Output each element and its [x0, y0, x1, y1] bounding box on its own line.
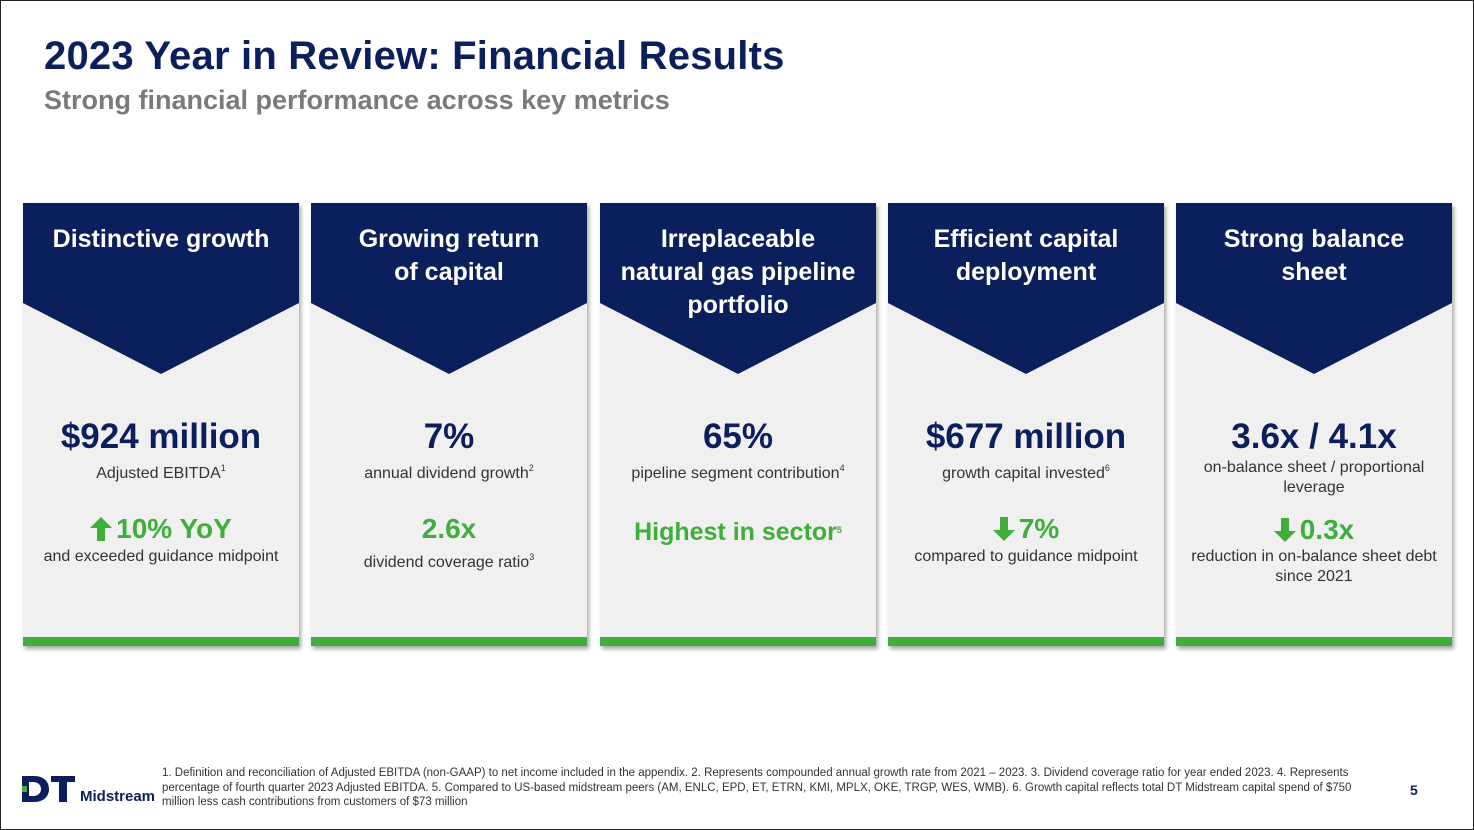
card-heading: Efficient capital deployment	[933, 225, 1119, 286]
card-caption-secondary: reduction in on-balance sheet debt since…	[1191, 548, 1437, 585]
card-caption-secondary: and exceeded guidance midpoint	[43, 548, 279, 565]
metric-card-distinctive-growth: Distinctive growth $924 million Adjusted…	[23, 203, 299, 646]
card-accent-bar	[888, 637, 1164, 646]
card-metric: $677 million	[925, 417, 1127, 456]
page-number: 5	[1410, 782, 1418, 798]
card-highlight: 7%	[888, 511, 1164, 547]
card-accent-bar	[1176, 637, 1452, 646]
card-caption-secondary: compared to guidance midpoint	[914, 548, 1138, 565]
card-highlight: 2.6x	[421, 513, 477, 544]
card-highlight: 10% YoY	[23, 511, 299, 547]
card-caption: annual dividend growth2	[364, 463, 534, 482]
metric-card-pipeline-portfolio: Irreplaceable natural gas pipeline portf…	[600, 203, 876, 646]
card-header-chevron	[1176, 203, 1452, 374]
company-logo: Midstream	[22, 774, 156, 806]
page-subtitle: Strong financial performance across key …	[44, 85, 670, 115]
metric-card-balance-sheet: Strong balance sheet 3.6x / 4.1x on-bala…	[1176, 203, 1452, 646]
card-caption: on-balance sheet / proportional leverage	[1203, 459, 1425, 496]
card-metric: 3.6x / 4.1x	[1231, 417, 1397, 456]
card-caption: pipeline segment contribution4	[631, 463, 845, 482]
arrow-up-icon	[90, 517, 113, 541]
card-header-chevron	[23, 203, 299, 374]
card-header-chevron	[888, 203, 1164, 374]
card-header-chevron	[600, 203, 876, 374]
metric-card-return-of-capital: Growing return of capital 7% annual divi…	[311, 203, 587, 646]
arrow-down-icon	[992, 517, 1015, 541]
card-accent-bar	[311, 637, 587, 646]
card-accent-bar	[23, 637, 299, 646]
dt-logo-mark	[22, 776, 75, 802]
card-highlight: 0.3x	[1176, 512, 1452, 548]
logo-wordmark: Midstream	[80, 788, 156, 805]
metric-card-capital-deployment: Efficient capital deployment $677 millio…	[888, 203, 1164, 646]
footnotes: 1. Definition and reconciliation of Adju…	[162, 767, 1352, 808]
card-heading: Distinctive growth	[52, 225, 270, 253]
arrow-down-icon	[1273, 518, 1296, 542]
card-caption-secondary: dividend coverage ratio3	[363, 552, 535, 571]
card-metric: 7%	[423, 417, 475, 456]
card-heading: Irreplaceable natural gas pipeline portf…	[620, 225, 856, 319]
card-metric: $924 million	[60, 417, 262, 456]
card-caption: growth capital invested6	[942, 463, 1110, 482]
card-heading: Growing return of capital	[358, 225, 540, 286]
page-title: 2023 Year in Review: Financial Results	[44, 34, 785, 78]
card-caption: Adjusted EBITDA1	[96, 463, 226, 482]
card-metric: 65%	[702, 417, 774, 456]
card-accent-bar	[600, 637, 876, 646]
card-heading: Strong balance sheet	[1223, 225, 1405, 286]
card-highlight: Highest in sector5	[634, 518, 842, 546]
card-header-chevron	[311, 203, 587, 374]
